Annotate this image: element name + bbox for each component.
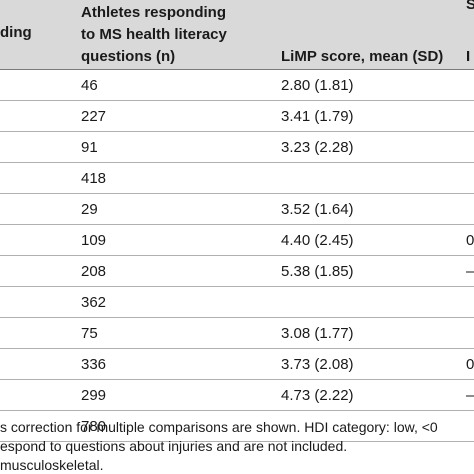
- header-athletes-line-2: to MS health literacy: [81, 26, 227, 43]
- athletes-count-cell: 362: [81, 294, 107, 311]
- athletes-count-cell: 91: [81, 139, 98, 156]
- athletes-count-cell: 336: [81, 356, 107, 373]
- header-column-category-partial: ding: [0, 24, 32, 41]
- row-divider: [0, 100, 474, 101]
- row-divider: [0, 441, 474, 442]
- row-divider: [0, 162, 474, 163]
- table-row: 29 3.52 (1.64): [0, 194, 474, 225]
- athletes-count-cell: 46: [81, 77, 98, 94]
- athletes-count-cell: 780: [81, 418, 107, 435]
- table-row: 418: [0, 163, 474, 194]
- header-athletes-line-3: questions (n): [81, 48, 176, 65]
- table-row: 780: [0, 411, 474, 442]
- table-row: 362: [0, 287, 474, 318]
- header-column-right-top-fragment: S: [466, 0, 474, 13]
- row-divider: [0, 379, 474, 380]
- footnote-line-1: s correction for multiple comparisons ar…: [0, 419, 438, 435]
- header-athletes-line-1: Athletes responding: [81, 4, 227, 21]
- row-divider: [0, 193, 474, 194]
- limp-score-cell: 3.23 (2.28): [281, 139, 354, 156]
- table-row: 46 2.80 (1.81): [0, 70, 474, 101]
- footnote-line-3: musculoskeletal.: [0, 457, 104, 473]
- limp-score-cell: 3.73 (2.08): [281, 356, 354, 373]
- table-header-background: [0, 0, 474, 70]
- limp-score-cell: 4.73 (2.22): [281, 387, 354, 404]
- athletes-count-cell: 29: [81, 201, 98, 218]
- right-column-fragment-cell: –: [466, 263, 474, 280]
- athletes-count-cell: 208: [81, 263, 107, 280]
- limp-score-cell: 4.40 (2.45): [281, 232, 354, 249]
- right-column-fragment-cell: 0: [466, 232, 474, 249]
- table-row: 227 3.41 (1.79): [0, 101, 474, 132]
- table-row: 91 3.23 (2.28): [0, 132, 474, 163]
- limp-score-cell: 2.80 (1.81): [281, 77, 354, 94]
- limp-score-cell: 3.52 (1.64): [281, 201, 354, 218]
- header-column-athletes-responding: Athletes responding to MS health literac…: [81, 2, 227, 68]
- row-divider: [0, 131, 474, 132]
- header-rule: [0, 69, 474, 70]
- athletes-count-cell: 418: [81, 170, 107, 187]
- row-divider: [0, 348, 474, 349]
- right-column-fragment-cell: 0: [466, 356, 474, 373]
- athletes-count-cell: 109: [81, 232, 107, 249]
- row-divider: [0, 286, 474, 287]
- limp-score-cell: 3.08 (1.77): [281, 325, 354, 342]
- table-row: 208 5.38 (1.85) –: [0, 256, 474, 287]
- right-column-fragment-cell: –: [466, 387, 474, 404]
- table-row: 75 3.08 (1.77): [0, 318, 474, 349]
- row-divider: [0, 410, 474, 411]
- row-divider: [0, 255, 474, 256]
- table-row: 299 4.73 (2.22) –: [0, 380, 474, 411]
- table-row: 336 3.73 (2.08) 0: [0, 349, 474, 380]
- limp-score-cell: 3.41 (1.79): [281, 108, 354, 125]
- header-column-right-fragment: I: [466, 48, 471, 65]
- footnote-line-2: espond to questions about injuries and a…: [0, 438, 348, 454]
- row-divider: [0, 224, 474, 225]
- athletes-count-cell: 75: [81, 325, 98, 342]
- table-row: 109 4.40 (2.45) 0: [0, 225, 474, 256]
- row-divider: [0, 317, 474, 318]
- athletes-count-cell: 299: [81, 387, 107, 404]
- limp-score-cell: 5.38 (1.85): [281, 263, 354, 280]
- athletes-count-cell: 227: [81, 108, 107, 125]
- header-column-limp-score: LiMP score, mean (SD): [281, 48, 444, 65]
